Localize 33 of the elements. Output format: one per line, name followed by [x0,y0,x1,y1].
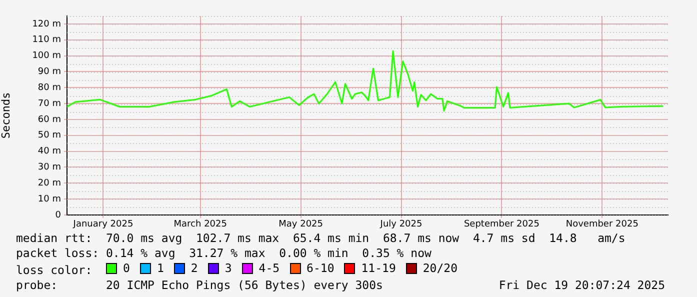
legend-label: 3 [224,261,232,276]
legend-label: 6-10 [306,261,334,276]
y-tick-label: 70 m [38,98,61,109]
y-tick-label: 80 m [38,82,61,93]
x-tick-label: March 2025 [174,220,227,230]
legend-title: loss color: [16,263,94,277]
x-tick-label: September 2025 [464,220,540,230]
legend-label: 4-5 [258,261,280,276]
text: Fri Dec 19 20:07:24 2025 [498,278,665,293]
y-tick-label: 30 m [38,162,61,173]
legend-label: 2 [190,261,198,276]
y-tick-label: 110 m [32,35,61,46]
y-tick-label: 120 m [32,19,61,30]
y-tick-label: 90 m [38,67,61,78]
y-tick-label: 100 m [32,51,61,62]
x-tick-label: January 2025 [72,220,134,230]
legend-label: 11-19 [361,261,396,276]
y-tick-label: 60 m [38,114,61,125]
y-axis-title: Seconds [0,92,12,139]
text: probe: 20 ICMP Echo Pings (56 Bytes) every 300s [16,278,383,293]
y-tick-label: 50 m [38,130,61,141]
y-tick-label: 0 [55,210,62,220]
text: median rtt: 70.0 ms avg 102.7 ms max 65.4 ms min 68.7 ms now 4.7 ms sd 14.8 am/s [16,231,626,246]
legend-label: 1 [156,261,164,276]
legend-label: 0 [123,261,130,276]
y-tick-label: 40 m [38,146,61,157]
y-tick-label: 10 m [38,194,61,204]
text: packet loss: 0.14 % avg 31.27 % max 0.00 % min 0.35 % now [16,246,432,261]
legend-label: 20/20 [422,261,458,276]
x-tick-label: May 2025 [278,220,323,230]
y-tick-label: 20 m [38,178,61,189]
x-tick-label: November 2025 [566,220,638,230]
x-tick-label: July 2025 [379,220,422,230]
